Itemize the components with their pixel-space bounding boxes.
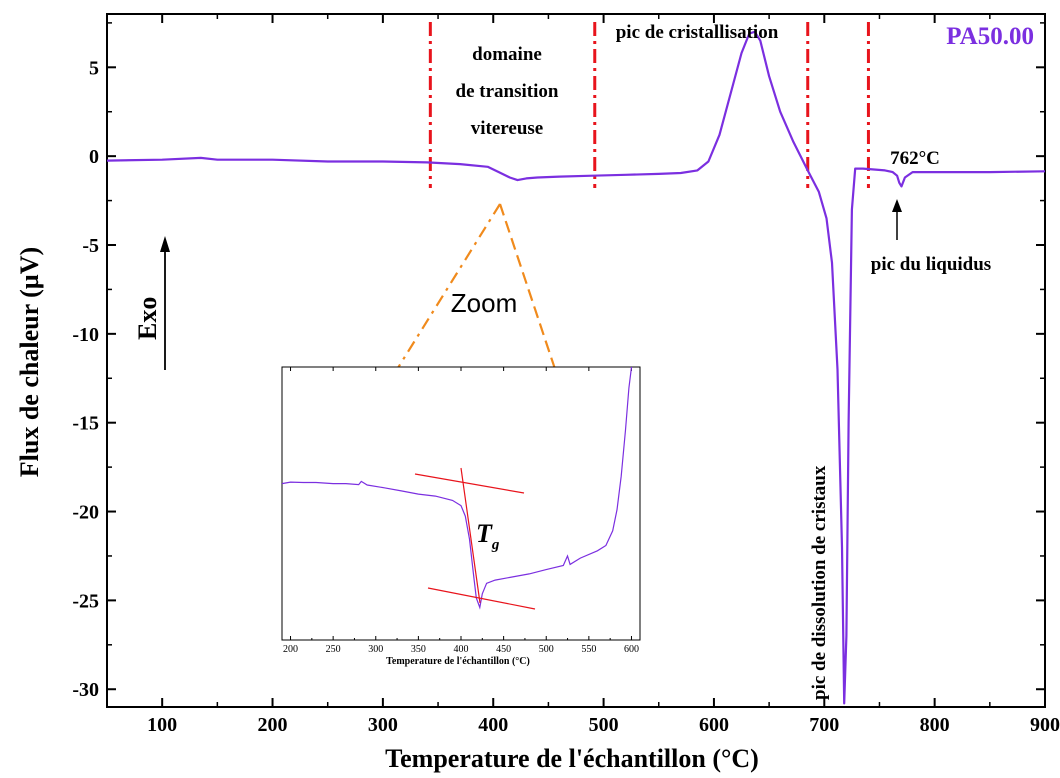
liquidus-peak-label: pic du liquidus [871,254,991,275]
inset-x-axis-title: Temperature de l'échantillon (°C) [386,656,530,667]
x-tick-label: 400 [478,714,508,736]
tg-subscript: g [491,537,500,553]
x-tick-label: 200 [258,714,288,736]
inset-curve [281,366,633,610]
x-tick-label: 100 [147,714,177,736]
inset-frame [281,366,641,641]
dsc-curve [106,30,1046,705]
y-tick-label: 0 [89,146,99,168]
tg-label: Tg [476,519,500,553]
exo-label: Exo [133,297,162,340]
sample-label: PA50.00 [946,23,1034,50]
inset-x-tick-label: 350 [411,644,426,655]
tg-tangent-upper [414,473,525,494]
inset-x-tick-label: 200 [283,644,298,655]
inset-chart: 200 250 300 350 400 450 500 550 600 [281,366,641,655]
plot-frame [106,13,1046,708]
inset-x-tick-label: 250 [326,644,341,655]
inset-x-tick-label: 550 [581,644,596,655]
main-axis-ticks: 100 200 300 400 500 600 700 800 900 5 0 -5 -10 -15 -20… [72,14,1060,736]
glass-transition-label-1: domaine [472,44,542,65]
inset-x-tick-label: 450 [496,644,511,655]
x-tick-label: 600 [699,714,729,736]
dissolution-peak-label: pic de dissolution de cristaux [809,465,830,700]
x-tick-label: 500 [589,714,619,736]
crystallization-label: pic de cristallisation [616,22,779,43]
y-tick-label: -25 [72,590,99,612]
inset-x-tick-label: 500 [539,644,554,655]
y-tick-label: -10 [72,324,99,346]
x-axis-title: Temperature de l'échantillon (°C) [385,744,759,773]
exo-arrow-head [160,236,170,252]
y-tick-label: 5 [89,57,99,79]
glass-transition-label-3: vitereuse [471,118,543,139]
y-tick-label: -20 [72,502,99,524]
tg-main: T [476,519,493,548]
y-axis-title: Flux de chaleur (µV) [15,247,44,477]
inset-x-tick-label: 600 [624,644,639,655]
x-tick-label: 900 [1030,714,1060,736]
tg-tangent-lower [427,587,536,610]
x-tick-label: 300 [368,714,398,736]
y-tick-label: -15 [72,413,99,435]
tg-tangent-steep [460,467,481,604]
x-tick-label: 800 [920,714,950,736]
liquidus-temperature-label: 762°C [890,148,940,169]
y-tick-label: -5 [82,235,99,257]
glass-transition-label-2: de transition [456,81,559,102]
liquidus-arrow-head [892,199,902,212]
y-tick-label: -30 [72,679,99,701]
zoom-label: Zoom [451,288,517,318]
x-tick-label: 700 [809,714,839,736]
inset-x-tick-label: 300 [368,644,383,655]
inset-x-tick-label: 400 [454,644,469,655]
